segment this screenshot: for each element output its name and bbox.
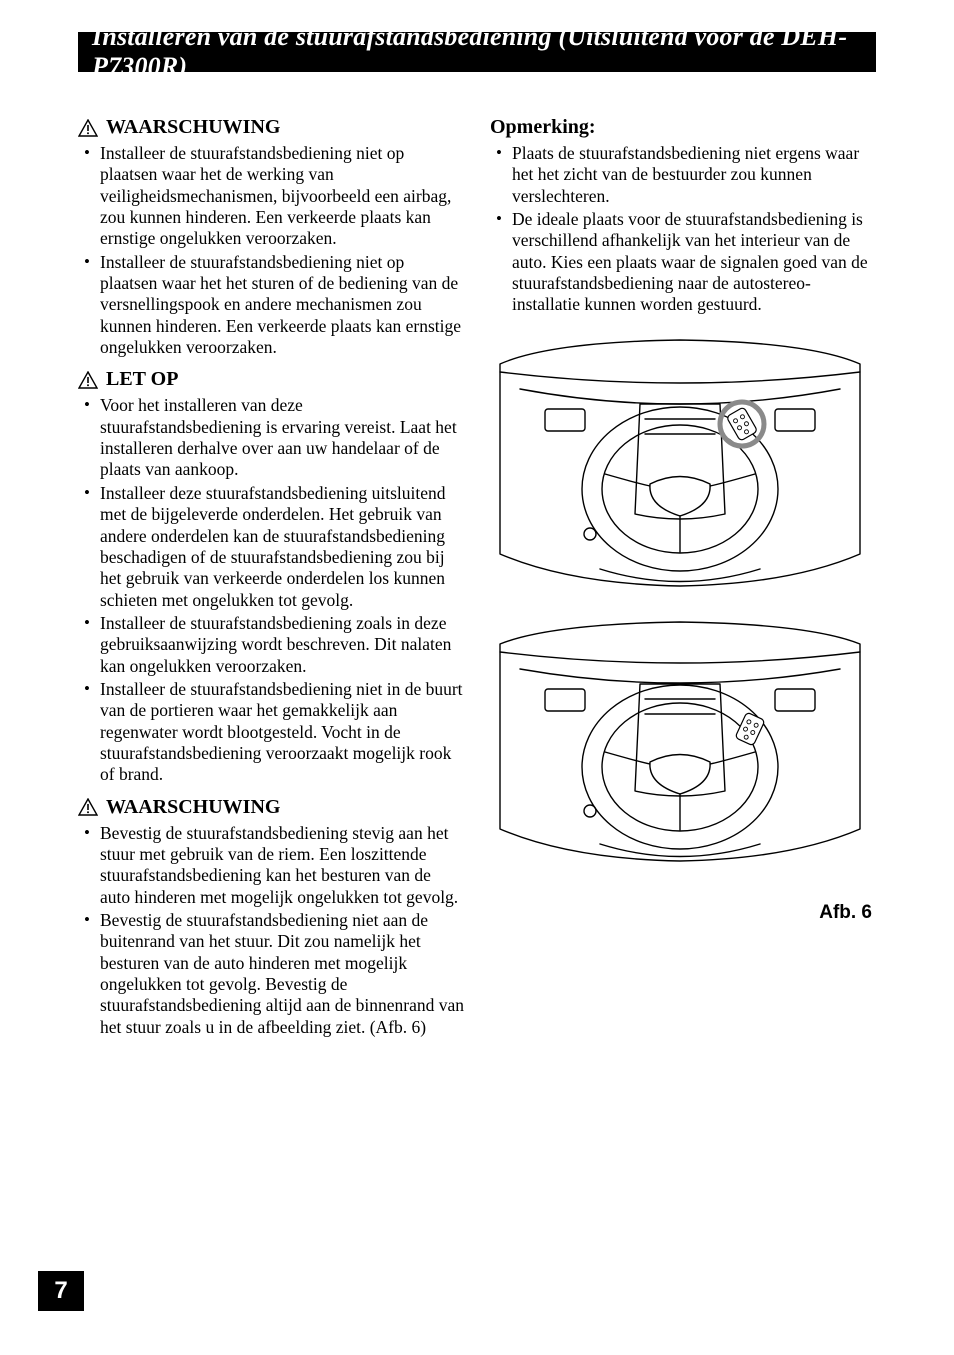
list-item: Voor het installeren van deze stuurafsta… xyxy=(78,395,464,480)
list-item: Bevestig de stuurafstandsbediening niet … xyxy=(78,910,464,1038)
list-item: Installeer deze stuurafstandsbediening u… xyxy=(78,483,464,611)
bullet-list: Plaats de stuurafstandsbediening niet er… xyxy=(490,143,876,316)
section-title: LET OP xyxy=(106,368,178,391)
note-title: Opmerking: xyxy=(490,116,876,139)
section-title: WAARSCHUWING xyxy=(106,116,280,139)
page-number-value: 7 xyxy=(54,1277,67,1305)
section-heading: LET OP xyxy=(78,368,464,391)
list-item: Installeer de stuurafstandsbediening nie… xyxy=(78,252,464,359)
bullet-list: Voor het installeren van deze stuurafsta… xyxy=(78,395,464,785)
section-heading: WAARSCHUWING xyxy=(78,796,464,819)
figure-6: Afb. 6 xyxy=(490,334,876,924)
list-item: De ideale plaats voor de stuurafstandsbe… xyxy=(490,209,876,316)
warning-triangle-icon xyxy=(78,119,98,137)
list-item: Bevestig de stuurafstandsbediening stevi… xyxy=(78,823,464,908)
list-item: Installeer de stuurafstandsbediening nie… xyxy=(78,143,464,250)
section-heading: WAARSCHUWING xyxy=(78,116,464,139)
list-item: Plaats de stuurafstandsbediening niet er… xyxy=(490,143,876,207)
page-header-band: Installeren van de stuurafstandsbedienin… xyxy=(78,32,876,72)
content-columns: WAARSCHUWING Installeer de stuurafstands… xyxy=(78,100,876,1040)
section-title: WAARSCHUWING xyxy=(106,796,280,819)
page-number: 7 xyxy=(38,1271,84,1311)
bullet-list: Installeer de stuurafstandsbediening nie… xyxy=(78,143,464,358)
page-title: Installeren van de stuurafstandsbedienin… xyxy=(92,22,876,82)
bullet-list: Bevestig de stuurafstandsbediening stevi… xyxy=(78,823,464,1038)
warning-triangle-icon xyxy=(78,371,98,389)
list-item: Installeer de stuurafstandsbediening zoa… xyxy=(78,613,464,677)
left-column: WAARSCHUWING Installeer de stuurafstands… xyxy=(78,100,464,1040)
right-column: Opmerking: Plaats de stuurafstandsbedien… xyxy=(490,100,876,1040)
warning-triangle-icon xyxy=(78,798,98,816)
list-item: Installeer de stuurafstandsbediening nie… xyxy=(78,679,464,786)
figure-caption: Afb. 6 xyxy=(490,902,876,924)
